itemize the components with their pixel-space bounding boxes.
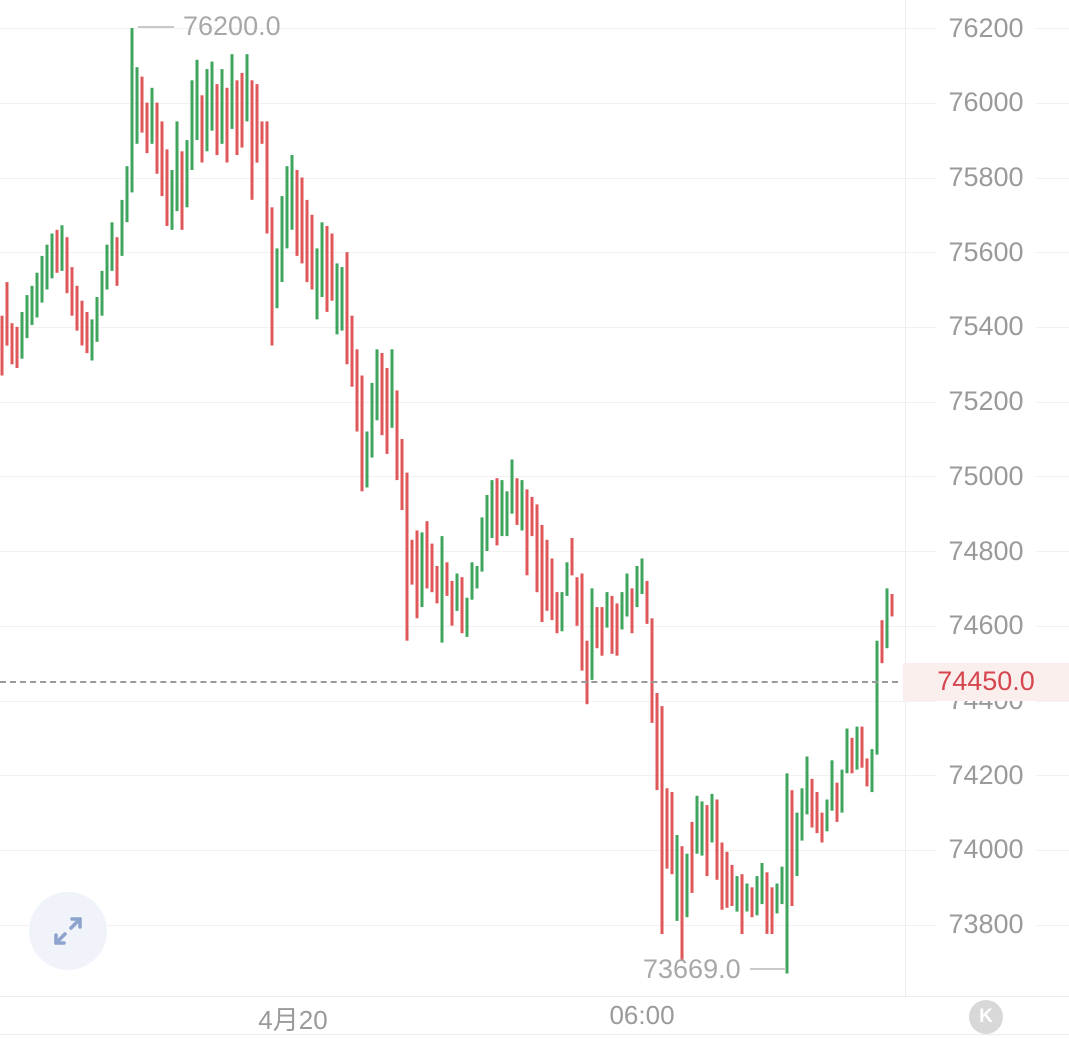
gridline [0,102,1069,104]
gridline [0,476,1069,478]
gridline [0,401,1069,403]
expand-button[interactable] [29,892,107,970]
y-axis-label: 74200 [903,758,1069,792]
low-annotation-label: 73669.0 [643,953,741,984]
expand-arrows-icon [54,917,82,945]
candlesticks[interactable] [0,0,906,996]
gridline [0,28,1069,29]
x-axis-label: 06:00 [609,1000,675,1030]
y-axis-label: 75800 [903,161,1069,194]
y-axis-label: 74000 [903,833,1069,867]
gridline [0,849,1069,851]
low-price-annotation: 73669.0 [643,954,786,985]
gridline [0,924,1069,926]
y-axis-label: 76200 [903,11,1069,45]
gridline [0,625,1069,627]
current-price-tag: 74450.0 [903,662,1069,701]
gridline [0,177,1069,179]
y-axis-label: 75000 [903,459,1069,493]
high-price-annotation: 76200.0 [138,11,281,42]
gridline [0,252,1069,254]
gridline [0,775,1069,777]
time-axis[interactable]: 4月20 06:00 [0,996,1069,1035]
y-axis-label: 75200 [903,385,1069,419]
y-axis-label: 73800 [903,908,1069,942]
gridline [0,700,1069,702]
y-axis-label: 74800 [903,534,1069,568]
y-axis-label: 75600 [903,235,1069,269]
low-annotation-dash [749,968,786,971]
gridline [0,551,1069,553]
y-axis-label: 76000 [903,86,1069,120]
high-annotation-dash [138,25,174,28]
x-axis-label: 4月20 [258,1005,328,1035]
gridline [0,326,1069,328]
y-axis-label: 74600 [903,609,1069,643]
k-line-button[interactable]: K [969,1000,1003,1034]
high-annotation-label: 76200.0 [183,11,281,41]
plot-right-border [905,0,906,996]
y-axis-label: 75400 [903,310,1069,344]
current-price-line [0,680,898,683]
